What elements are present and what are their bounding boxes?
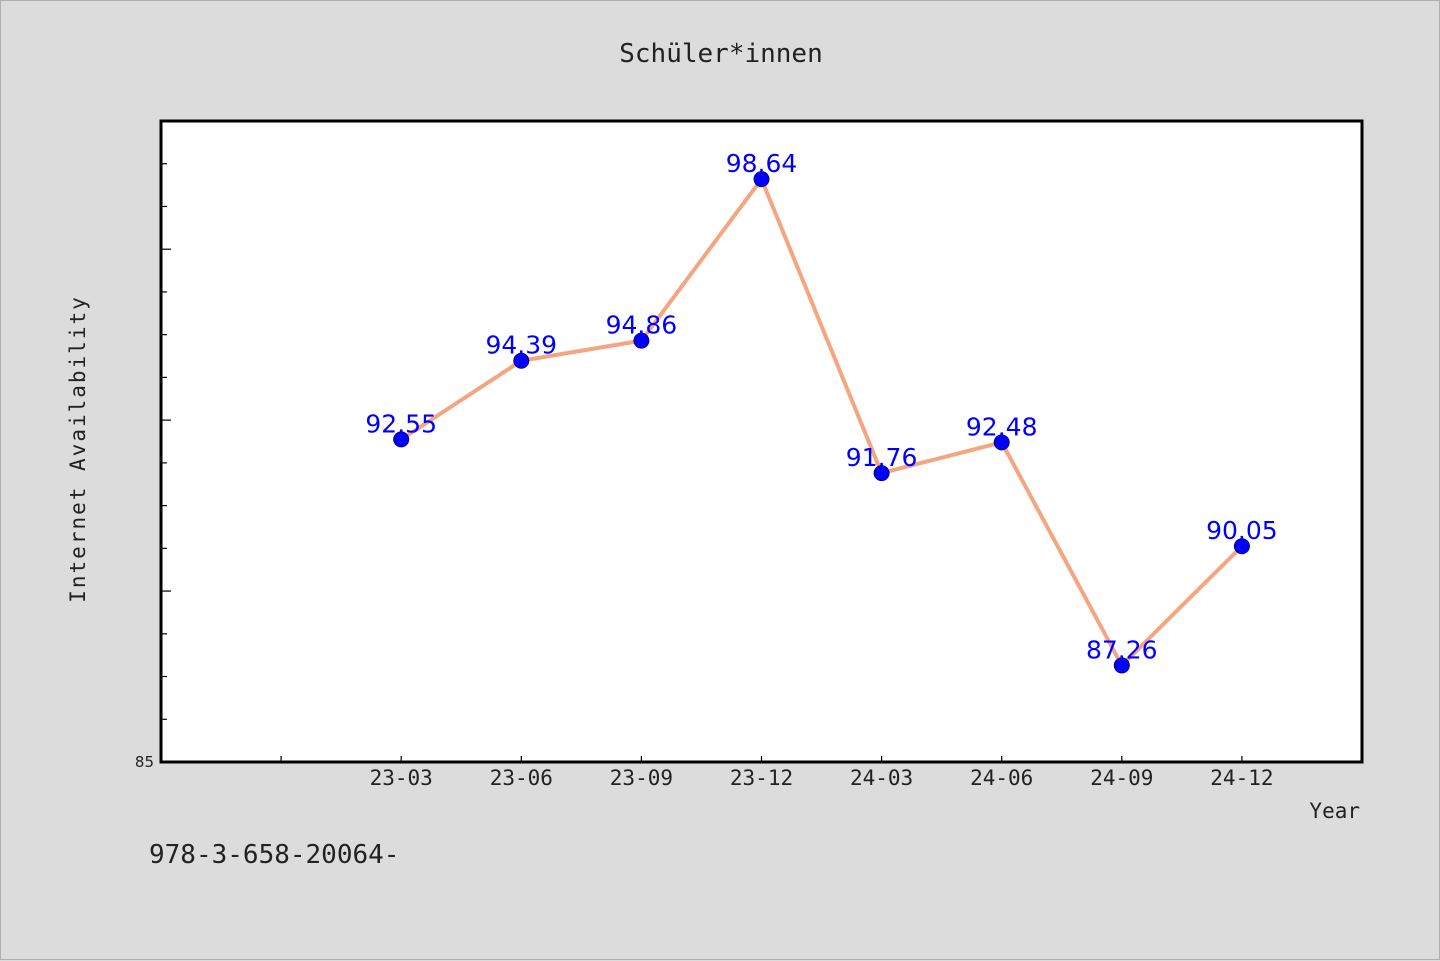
series-group: 92.55 94.39 94.86 98.64 91.76 92.48 87.26 90.05 bbox=[365, 149, 1278, 674]
x-tick-label: 23-12 bbox=[730, 766, 793, 790]
y-axis-label: Internet Availability bbox=[66, 295, 90, 603]
data-label: 98.64 bbox=[726, 149, 798, 178]
chart-title: Schüler*innen bbox=[619, 39, 823, 69]
data-label: 87.26 bbox=[1086, 635, 1158, 664]
x-tick-label: 24-09 bbox=[1090, 766, 1153, 790]
data-point bbox=[633, 332, 650, 349]
data-point bbox=[993, 434, 1010, 451]
x-tick-label: 24-03 bbox=[850, 766, 913, 790]
x-tick-label: 23-03 bbox=[370, 766, 433, 790]
data-label: 91.76 bbox=[846, 443, 918, 472]
x-axis: 23-03 23-06 23-09 23-12 24-03 24-06 24-09 24-12 bbox=[280, 756, 1363, 790]
data-label: 90.05 bbox=[1206, 516, 1278, 545]
footnote-text: 978-3-658-20064- bbox=[149, 840, 399, 870]
x-tick-label: 24-12 bbox=[1210, 766, 1273, 790]
x-tick-label: 24-06 bbox=[970, 766, 1033, 790]
data-point bbox=[873, 465, 890, 482]
x-tick-label: 23-06 bbox=[490, 766, 553, 790]
x-axis-label: Year bbox=[1309, 799, 1360, 823]
x-tick-label: 23-09 bbox=[610, 766, 673, 790]
data-point bbox=[1233, 538, 1250, 555]
data-point bbox=[513, 352, 530, 369]
series-line bbox=[400, 177, 1244, 668]
data-point bbox=[393, 431, 410, 448]
y-tick-label: 85 bbox=[135, 753, 154, 771]
data-label: 94.39 bbox=[486, 331, 558, 360]
data-point bbox=[1113, 657, 1130, 674]
data-label: 92.55 bbox=[365, 409, 437, 438]
data-label: 94.86 bbox=[606, 311, 678, 340]
data-label: 92.48 bbox=[966, 412, 1038, 441]
plot-area bbox=[159, 119, 1364, 764]
data-point bbox=[753, 171, 770, 188]
y-axis: 85 bbox=[135, 163, 171, 771]
